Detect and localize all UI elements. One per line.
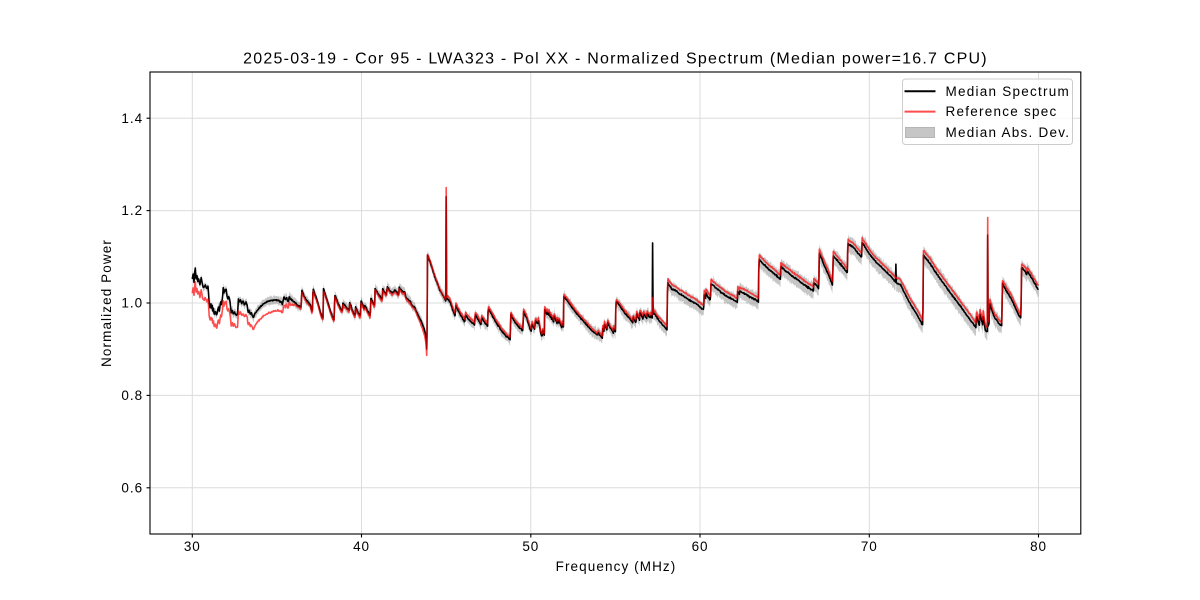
- svg-text:Frequency (MHz): Frequency (MHz): [556, 559, 677, 574]
- svg-text:Median Spectrum: Median Spectrum: [946, 84, 1071, 99]
- svg-text:2025-03-19 - Cor 95 - LWA323 -: 2025-03-19 - Cor 95 - LWA323 - Pol XX - …: [243, 51, 988, 68]
- svg-text:1.2: 1.2: [121, 203, 143, 218]
- svg-text:Normalized Power: Normalized Power: [99, 239, 114, 367]
- svg-text:80: 80: [1030, 539, 1047, 554]
- svg-text:Reference spec: Reference spec: [946, 104, 1058, 119]
- svg-text:0.6: 0.6: [121, 480, 143, 495]
- svg-text:30: 30: [184, 539, 201, 554]
- svg-text:50: 50: [522, 539, 539, 554]
- svg-text:70: 70: [861, 539, 878, 554]
- svg-text:1.0: 1.0: [121, 296, 143, 311]
- svg-text:40: 40: [353, 539, 370, 554]
- svg-text:0.8: 0.8: [121, 388, 143, 403]
- svg-text:Median Abs. Dev.: Median Abs. Dev.: [946, 125, 1071, 140]
- svg-text:1.4: 1.4: [121, 111, 143, 126]
- svg-text:60: 60: [692, 539, 709, 554]
